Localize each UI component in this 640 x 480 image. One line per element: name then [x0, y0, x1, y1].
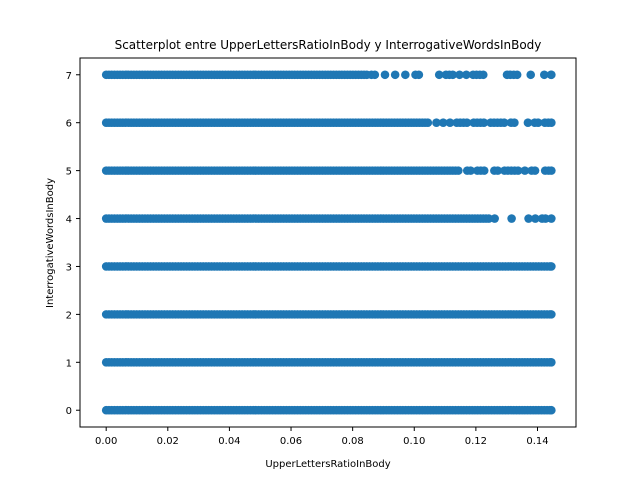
- scatter-point: [510, 118, 519, 127]
- scatter-point: [434, 70, 444, 80]
- scatter-point: [520, 166, 530, 175]
- scatter-point: [454, 166, 463, 175]
- scatter-point: [547, 358, 556, 367]
- scatter-point: [533, 118, 543, 127]
- scatter-point: [448, 70, 458, 80]
- scatter-point: [547, 70, 556, 80]
- y-tick-label: 0: [66, 406, 72, 417]
- x-tick-label: 0.00: [95, 436, 117, 447]
- scatter-point: [370, 70, 380, 80]
- scatter-point: [478, 70, 488, 80]
- y-tick-label: 7: [66, 71, 72, 82]
- scatter-point: [547, 214, 556, 223]
- plot-frame: [79, 57, 577, 428]
- x-tick-label: 0.12: [465, 436, 487, 447]
- scatter-point: [507, 214, 516, 223]
- x-tick-label: 0.14: [526, 436, 548, 447]
- y-axis-label: InterrogativeWordsInBody: [45, 178, 56, 308]
- scatter-point: [524, 214, 533, 223]
- y-tick-label: 1: [66, 358, 72, 369]
- scatter-point: [499, 118, 509, 127]
- x-tick-label: 0.08: [342, 436, 364, 447]
- scatter-point: [523, 118, 533, 127]
- y-tick-label: 3: [66, 262, 72, 273]
- y-axis: 0 1 2 3 4 5 6 7: [66, 71, 80, 417]
- scatter-point: [466, 166, 475, 175]
- x-tick-label: 0.04: [218, 436, 240, 447]
- scatter-point: [531, 214, 540, 223]
- scatter-point: [380, 70, 390, 80]
- x-tick-label: 0.06: [280, 436, 302, 447]
- scatter-point: [462, 70, 471, 80]
- x-axis-label: UpperLettersRatioInBody: [265, 459, 390, 470]
- scatter-point: [414, 70, 424, 80]
- scatter-point: [445, 118, 455, 127]
- y-tick-label: 4: [66, 215, 72, 226]
- x-tick-label: 0.02: [157, 436, 179, 447]
- scatter-point: [547, 310, 556, 319]
- scatter-point: [530, 166, 540, 175]
- scatter-point: [462, 118, 472, 127]
- scatter-point: [547, 118, 556, 127]
- scatter-point: [513, 166, 523, 175]
- y-tick-label: 6: [66, 119, 72, 130]
- scatter-point: [423, 118, 433, 127]
- scatter-point: [432, 118, 441, 127]
- scatter-point: [479, 118, 489, 127]
- scatter-point: [455, 70, 464, 80]
- scatter-point: [438, 118, 448, 127]
- scatter-point: [493, 166, 503, 175]
- y-tick-label: 2: [66, 310, 72, 321]
- data-points: [101, 70, 556, 415]
- chart-title: Scatterplot entre UpperLettersRatioInBod…: [115, 38, 542, 52]
- scatter-point: [401, 70, 410, 80]
- scatter-point: [512, 70, 522, 80]
- x-axis: 0.00 0.02 0.04 0.06 0.08 0.10 0.12 0.14: [95, 427, 549, 447]
- scatter-point: [526, 70, 536, 80]
- scatter-point: [539, 70, 549, 80]
- scatter-point: [479, 166, 489, 175]
- y-tick-label: 5: [66, 167, 72, 178]
- scatter-point: [547, 405, 556, 415]
- scatter-point: [547, 262, 556, 271]
- scatter-point: [490, 214, 499, 223]
- scatter-point: [390, 70, 400, 80]
- x-tick-label: 0.10: [403, 436, 425, 447]
- scatter-point: [547, 166, 556, 175]
